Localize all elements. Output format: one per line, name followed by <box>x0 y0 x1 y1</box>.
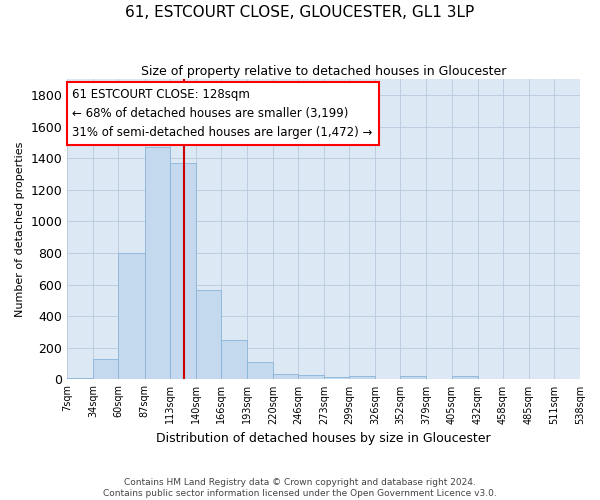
Title: Size of property relative to detached houses in Gloucester: Size of property relative to detached ho… <box>141 65 506 78</box>
Bar <box>196 290 221 380</box>
X-axis label: Distribution of detached houses by size in Gloucester: Distribution of detached houses by size … <box>157 432 491 445</box>
Bar <box>94 359 118 380</box>
Bar <box>324 377 349 380</box>
Bar <box>145 147 170 380</box>
Bar <box>247 362 273 380</box>
Bar <box>349 376 376 380</box>
Text: 61 ESTCOURT CLOSE: 128sqm
← 68% of detached houses are smaller (3,199)
31% of se: 61 ESTCOURT CLOSE: 128sqm ← 68% of detac… <box>73 88 373 139</box>
Bar <box>298 374 324 380</box>
Bar <box>273 374 298 380</box>
Bar <box>452 376 478 380</box>
Bar <box>170 163 196 380</box>
Text: Contains HM Land Registry data © Crown copyright and database right 2024.
Contai: Contains HM Land Registry data © Crown c… <box>103 478 497 498</box>
Bar <box>221 340 247 380</box>
Bar <box>67 378 94 380</box>
Bar <box>400 376 427 380</box>
Bar <box>118 253 145 380</box>
Text: 61, ESTCOURT CLOSE, GLOUCESTER, GL1 3LP: 61, ESTCOURT CLOSE, GLOUCESTER, GL1 3LP <box>125 5 475 20</box>
Y-axis label: Number of detached properties: Number of detached properties <box>15 142 25 317</box>
